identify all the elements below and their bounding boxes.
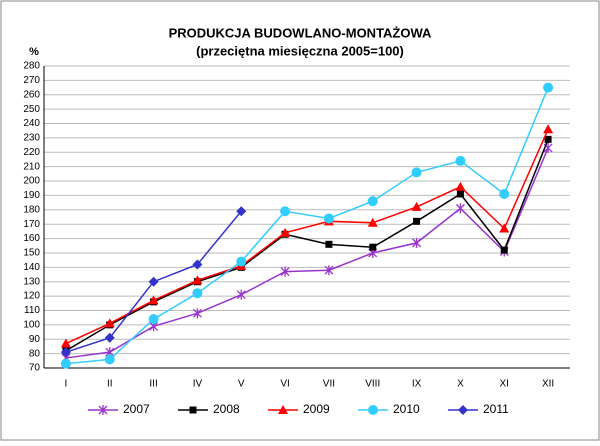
marker [499,223,510,233]
x-tick-label: II [107,379,113,390]
y-tick-label: 230 [23,133,40,144]
legend-label: 2009 [303,402,330,416]
marker [368,405,378,415]
marker [278,405,288,414]
y-tick-label: 240 [23,118,40,129]
marker [458,405,468,415]
marker [367,196,378,207]
marker [192,288,203,299]
marker [500,246,508,254]
marker [325,240,333,248]
y-tick-label: 110 [24,305,40,316]
legend-label: 2010 [393,402,420,416]
x-tick-label: III [149,379,157,390]
marker [104,332,115,343]
marker [499,188,510,199]
marker [192,275,203,285]
y-tick-label: 250 [23,104,40,115]
x-tick-label: VIII [365,379,380,390]
y-tick-label: 220 [23,147,40,158]
marker [413,217,421,225]
legend-label: 2008 [213,402,240,416]
marker [280,266,290,277]
chart-title: PRODUKCJA BUDOWLANO-MONTAŻOWA [169,25,432,40]
marker [323,213,334,224]
marker [236,206,247,217]
x-tick-label: VI [280,379,289,390]
marker [411,167,422,178]
y-tick-label: 270 [23,75,40,86]
x-tick-label: XI [500,379,509,390]
y-tick-label: 140 [23,262,40,273]
marker [60,338,71,348]
marker [236,289,246,300]
marker [280,227,291,237]
marker [60,358,71,369]
marker [280,206,291,217]
y-tick-label: 260 [23,89,40,100]
marker [544,135,552,143]
x-tick-label: IV [193,379,203,390]
y-tick-label: 80 [29,348,41,359]
marker [455,203,465,214]
series-line [65,128,549,345]
y-tick-label: 70 [29,363,41,374]
y-tick-label: 280 [23,61,40,72]
marker [236,256,247,267]
chart-subtitle: (przeciętna miesięczna 2005=100) [196,43,404,58]
marker [104,318,115,328]
marker [456,190,464,198]
x-tick-label: IX [412,379,422,390]
y-tick-label: 120 [23,291,40,302]
marker [455,155,466,166]
y-tick-label: 150 [23,248,40,259]
y-tick-label: 200 [23,176,40,187]
y-tick-label: 100 [23,319,40,330]
x-tick-label: VII [323,379,335,390]
marker [411,201,422,211]
x-tick-label: X [457,379,464,390]
marker [148,295,159,305]
marker [148,314,159,325]
y-tick-label: 170 [23,219,40,230]
marker [148,276,159,287]
marker [60,347,71,358]
legend-label: 2007 [123,402,150,416]
marker [369,243,377,251]
y-tick-label: 90 [29,334,41,345]
y-tick-label: 180 [23,204,40,215]
marker [104,354,115,365]
x-tick-label: XII [542,379,554,390]
marker [192,259,203,270]
legend-label: 2011 [483,402,509,416]
y-axis-label: % [29,46,39,58]
y-tick-label: 160 [23,233,40,244]
marker [543,82,554,93]
series-line [65,147,549,359]
marker [98,405,108,415]
marker [543,124,554,134]
y-tick-label: 210 [23,161,40,172]
series-line [65,87,549,365]
y-tick-label: 130 [23,276,40,287]
marker [189,406,197,414]
y-tick-label: 190 [23,190,40,201]
marker [192,308,202,319]
marker [367,217,378,227]
x-tick-label: V [238,379,245,390]
marker [324,265,334,276]
x-tick-label: I [65,379,68,390]
series-line [65,139,549,352]
marker [412,237,422,248]
marker [455,181,466,191]
